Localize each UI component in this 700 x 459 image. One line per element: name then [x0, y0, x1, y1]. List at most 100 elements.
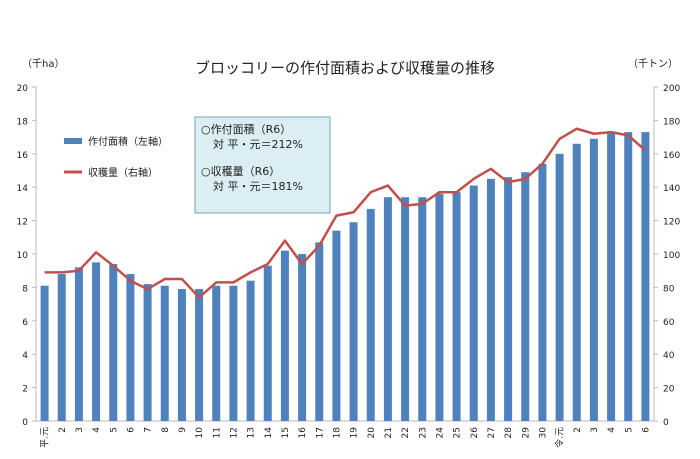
area-bar	[538, 163, 547, 421]
legend-line-label: 収穫量（右軸）	[88, 166, 158, 179]
x-tick-label: 18	[332, 427, 342, 439]
left-tick-label: 10	[17, 251, 29, 261]
area-bar	[486, 178, 495, 421]
harvest-line	[44, 127, 647, 299]
right-tick-label: 160	[663, 151, 680, 161]
area-bar	[246, 280, 255, 421]
x-tick-label: 5	[624, 427, 634, 433]
x-tick-label: 9	[178, 427, 188, 433]
area-bar	[263, 265, 272, 421]
x-tick-label: 23	[418, 427, 428, 438]
x-tick-label: 13	[247, 427, 257, 438]
right-tick-label: 20	[663, 385, 675, 395]
annotation-line3: ○収穫量（R6）	[201, 165, 280, 178]
right-tick-label: 140	[663, 184, 680, 194]
x-tick-label: 21	[384, 427, 394, 438]
right-tick-label: 0	[663, 418, 669, 428]
right-tick-label: 40	[663, 351, 675, 361]
x-tick-label: 2	[573, 427, 583, 433]
x-tick-label: 3	[590, 427, 600, 433]
area-bar	[521, 172, 530, 421]
area-bar	[143, 284, 152, 421]
x-tick-label: 10	[195, 427, 205, 439]
area-bar	[332, 230, 341, 421]
x-tick-label: 22	[401, 427, 411, 438]
left-tick-label: 6	[22, 318, 28, 328]
x-tick-label: 6	[641, 427, 651, 433]
left-tick-label: 12	[17, 218, 28, 228]
left-tick-label: 2	[22, 385, 28, 395]
x-tick-label: 6	[126, 427, 136, 433]
left-tick-label: 4	[22, 351, 28, 361]
right-axis-label: （千トン）	[628, 58, 678, 70]
area-bar	[418, 197, 427, 421]
right-tick-label: 60	[663, 318, 675, 328]
x-tick-label: 28	[504, 427, 514, 439]
area-bar	[57, 274, 66, 421]
area-bar	[435, 193, 444, 421]
area-bar	[504, 177, 513, 421]
area-bar	[212, 285, 221, 421]
x-tick-label: 12	[229, 427, 239, 438]
area-bar	[589, 138, 598, 421]
x-tick-label: 8	[161, 427, 171, 433]
area-bar	[366, 208, 375, 421]
x-tick-label: 17	[315, 427, 325, 438]
x-tick-label: 7	[144, 427, 154, 433]
area-bar	[160, 285, 169, 421]
area-bar	[452, 192, 461, 421]
annotation-line2: 対 平・元＝212%	[213, 137, 303, 151]
area-bar	[555, 153, 564, 422]
area-bar	[624, 132, 633, 421]
legend-bar-label: 作付面積（左軸）	[88, 135, 168, 148]
x-tick-label: 26	[470, 427, 480, 439]
left-tick-label: 18	[17, 117, 29, 127]
area-bar	[195, 289, 204, 421]
area-bar	[298, 254, 307, 421]
left-axis-label: （千ha）	[22, 58, 64, 70]
x-tick-label: 平.元	[40, 427, 51, 448]
right-tick-label: 180	[663, 117, 680, 127]
area-bar	[126, 274, 135, 421]
area-bar	[40, 285, 49, 421]
x-tick-label: 24	[435, 427, 445, 439]
left-tick-label: 0	[22, 418, 28, 428]
x-tick-label: 20	[367, 427, 377, 439]
right-tick-label: 120	[663, 218, 680, 228]
x-tick-label: 15	[281, 427, 291, 438]
area-bar	[315, 242, 324, 421]
annotation-box: ○作付面積（R6） 対 平・元＝212% ○収穫量（R6） 対 平・元＝181%	[194, 116, 331, 214]
x-tick-label: 14	[264, 427, 274, 439]
area-bar	[607, 132, 616, 421]
x-tick-label: 19	[350, 427, 360, 439]
area-bar	[572, 143, 581, 421]
area-bar	[349, 222, 358, 421]
legend-bar-swatch	[64, 138, 82, 144]
area-bar	[109, 264, 118, 421]
annotation-line4: 対 平・元＝181%	[213, 179, 303, 193]
right-tick-label: 200	[663, 84, 680, 94]
area-bar	[401, 197, 410, 421]
area-bar	[383, 197, 392, 421]
left-tick-label: 8	[22, 284, 28, 294]
left-tick-label: 14	[17, 184, 29, 194]
x-tick-label: 3	[75, 427, 85, 433]
x-tick-label: 25	[453, 427, 463, 438]
x-tick-label: 5	[109, 427, 119, 433]
right-tick-label: 80	[663, 284, 675, 294]
right-tick-label: 100	[663, 251, 680, 261]
left-tick-label: 20	[17, 84, 29, 94]
area-bar	[280, 250, 289, 421]
x-tick-label: 4	[607, 427, 617, 433]
area-bar	[74, 267, 83, 421]
x-tick-label: 令.元	[554, 427, 566, 448]
area-bar	[641, 132, 650, 421]
x-tick-label: 29	[521, 427, 531, 439]
area-bar	[229, 285, 238, 421]
x-tick-label: 30	[538, 427, 548, 439]
legend: 作付面積（左軸） 収穫量（右軸）	[64, 135, 168, 179]
x-tick-label: 11	[212, 427, 222, 438]
x-tick-label: 4	[92, 427, 102, 433]
